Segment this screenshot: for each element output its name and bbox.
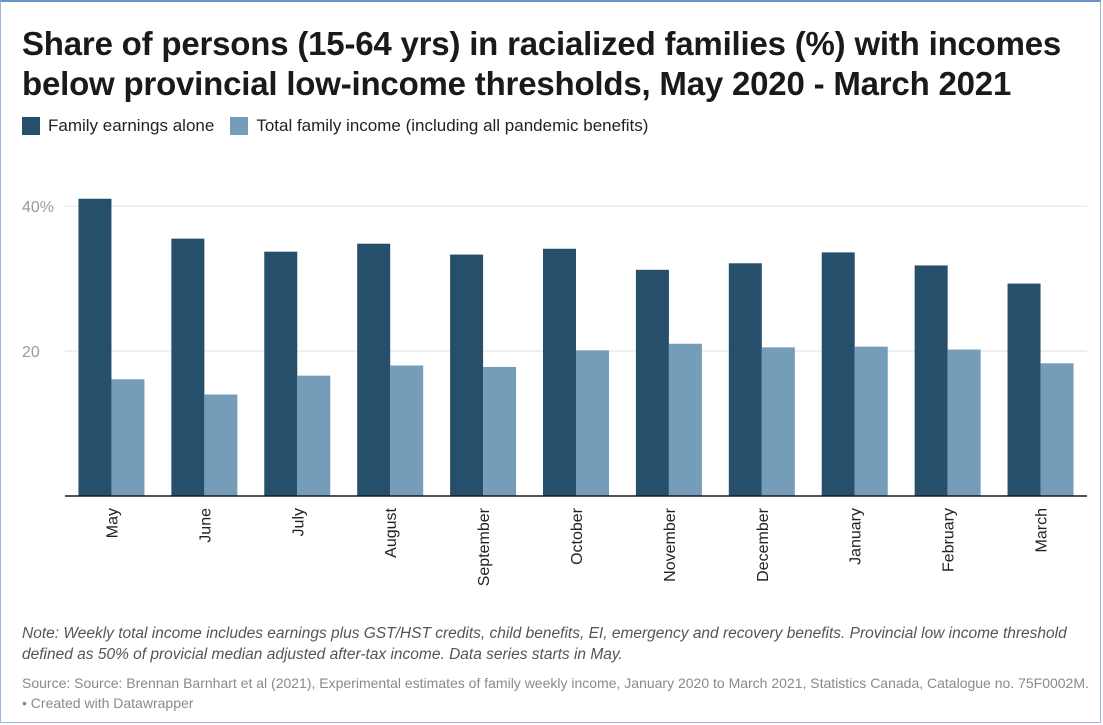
bar-total-income [854,346,888,496]
bar-total-income [668,343,702,496]
x-tick-label: May [104,508,121,538]
y-tick-label: 20 [22,344,40,361]
bar-earnings [914,265,948,496]
bar-total-income [576,350,609,496]
bar-earnings [450,254,484,496]
x-tick-label: January [848,508,865,565]
legend-item-total-income: Total family income (including all pande… [230,116,648,136]
bar-earnings [171,238,205,496]
x-tick-label: February [941,508,958,572]
x-tick-label: August [383,507,400,557]
bar-earnings [357,243,391,496]
bar-chart: 20 40% May June July August September October No… [22,198,1087,586]
x-tick-label: July [290,508,307,536]
bar-total-income [390,365,424,496]
x-tick-label: November [662,507,679,581]
bar-total-income [111,379,145,496]
bar-earnings [728,263,762,496]
chart-source: Source: Source: Brennan Barnhart et al (… [22,675,1089,711]
bar-earnings [78,198,112,496]
x-tick-label: October [569,507,586,565]
bar-total-income [204,394,238,496]
bar-total-income [1040,363,1074,496]
bar-earnings [543,248,576,496]
x-tick-label: December [755,507,772,581]
bar-total-income [483,366,517,496]
legend-swatch-earnings [22,117,40,135]
y-tick-label: 40% [22,199,54,216]
chart-title: Share of persons (15-64 yrs) in racializ… [22,25,1062,102]
x-tick-label: June [197,508,214,543]
bar-earnings [1007,283,1041,496]
legend-label-total-income: Total family income (including all pande… [256,116,649,135]
x-tick-label: September [476,507,493,586]
bar-earnings [264,251,298,496]
bar-total-income [761,347,795,496]
bar-total-income [947,349,981,496]
legend-label-earnings: Family earnings alone [48,116,215,135]
legend: Family earnings alone Total family incom… [22,116,664,136]
chart-note: Note: Weekly total income includes earni… [22,625,1067,663]
x-tick-label: March [1034,508,1051,552]
bar-total-income [297,375,331,496]
legend-swatch-total-income [230,117,249,135]
bar-earnings [821,252,855,496]
bar-earnings [635,269,669,496]
legend-item-earnings: Family earnings alone [22,116,214,136]
